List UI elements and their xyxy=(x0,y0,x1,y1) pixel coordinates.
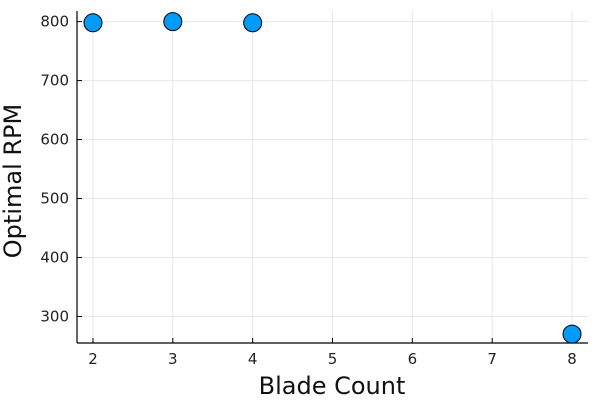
x-tick-label: 4 xyxy=(248,350,258,368)
axes xyxy=(76,11,588,344)
x-tick-label: 2 xyxy=(88,350,98,368)
y-axis-title: Optimal RPM xyxy=(0,104,27,258)
y-tick-label: 500 xyxy=(40,190,69,208)
data-point xyxy=(83,13,103,33)
grid-lines xyxy=(77,11,588,343)
y-tick-label: 800 xyxy=(40,13,69,31)
y-tick-label: 300 xyxy=(40,307,69,325)
x-tick-label: 8 xyxy=(567,350,577,368)
data-point xyxy=(243,13,263,33)
x-tick-label: 7 xyxy=(487,350,497,368)
data-point xyxy=(562,324,582,344)
data-points xyxy=(83,12,582,344)
y-tick-label: 600 xyxy=(40,131,69,149)
y-tick-label: 700 xyxy=(40,72,69,90)
x-tick-label: 5 xyxy=(328,350,338,368)
tick-labels: 2 3 4 5 6 7 8 300 400 500 600 700 800 xyxy=(40,13,576,368)
y-tick-label: 400 xyxy=(40,248,69,266)
x-tick-label: 6 xyxy=(408,350,418,368)
x-axis-title: Blade Count xyxy=(259,372,406,400)
x-tick-label: 3 xyxy=(168,350,178,368)
data-point xyxy=(163,12,183,32)
